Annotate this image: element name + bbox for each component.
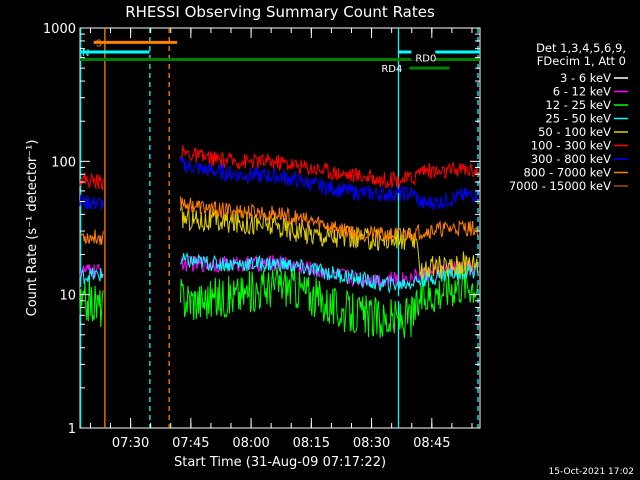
x-axis-label: Start Time (31-Aug-09 07:17:22) bbox=[174, 455, 386, 470]
x-tick-label: 07:30 bbox=[112, 436, 149, 451]
footer-date: 15-Oct-2021 17:02 bbox=[548, 467, 634, 477]
x-tick-label: 08:30 bbox=[353, 436, 390, 451]
y-tick-label: 10 bbox=[59, 289, 76, 304]
legend: Det 1,3,4,5,6,9,FDecim 1, Att 0 3 - 6 keV… bbox=[509, 41, 628, 193]
y-tick-label: 100 bbox=[51, 155, 76, 170]
series-line bbox=[79, 263, 104, 279]
legend-entry-label: 50 - 100 keV bbox=[538, 125, 611, 139]
series-line bbox=[179, 206, 479, 280]
chart-title: RHESSI Observing Summary Count Rates bbox=[125, 3, 435, 21]
series-line bbox=[179, 157, 478, 211]
legend-entry-label: 100 - 300 keV bbox=[531, 139, 611, 153]
legend-entry-label: 25 - 50 keV bbox=[545, 112, 611, 126]
vertical-markers bbox=[79, 28, 479, 428]
legend-header: FDecim 1, Att 0 bbox=[537, 54, 626, 68]
flag-label: N bbox=[82, 48, 89, 59]
series-lines bbox=[79, 144, 479, 339]
y-tick-label: 1 bbox=[68, 422, 76, 437]
series-line bbox=[179, 252, 479, 294]
flag-label: RD0 bbox=[415, 54, 436, 65]
x-tick-label: 08:15 bbox=[293, 436, 330, 451]
series-line bbox=[79, 229, 104, 245]
x-tick-label: 07:45 bbox=[172, 436, 209, 451]
flag-bars: SN RD0 RD4 bbox=[80, 38, 480, 75]
x-tick-label: 08:00 bbox=[232, 436, 269, 451]
x-axis-ticks: 07:30 07:45 08:00 08:15 08:30 08:45 bbox=[89, 28, 473, 451]
legend-entry-label: 300 - 800 keV bbox=[531, 152, 611, 166]
legend-entry-label: 3 - 6 keV bbox=[560, 71, 611, 85]
series-line bbox=[79, 267, 104, 285]
legend-entry-label: 800 - 7000 keV bbox=[523, 166, 611, 180]
series-line bbox=[79, 280, 104, 327]
series-line bbox=[79, 172, 104, 191]
legend-entry-label: 7000 - 15000 keV bbox=[509, 179, 611, 193]
y-axis-label: Count Rate (s⁻¹ detector⁻¹) bbox=[25, 140, 40, 317]
flag-label: S bbox=[96, 38, 102, 49]
legend-entry-label: 6 - 12 keV bbox=[553, 85, 611, 99]
legend-header: Det 1,3,4,5,6,9, bbox=[536, 41, 626, 55]
series-line bbox=[179, 144, 479, 189]
legend-entry-label: 12 - 25 keV bbox=[545, 98, 611, 112]
series-line bbox=[179, 265, 479, 339]
series-line bbox=[179, 196, 479, 243]
flag-label-bg bbox=[411, 49, 436, 61]
y-tick-label: 1000 bbox=[43, 22, 76, 37]
flag-label: RD4 bbox=[381, 64, 402, 75]
x-tick-label: 08:45 bbox=[413, 436, 450, 451]
series-line bbox=[79, 194, 104, 211]
y-axis-ticks: 1 10 100 1000 bbox=[43, 22, 480, 437]
